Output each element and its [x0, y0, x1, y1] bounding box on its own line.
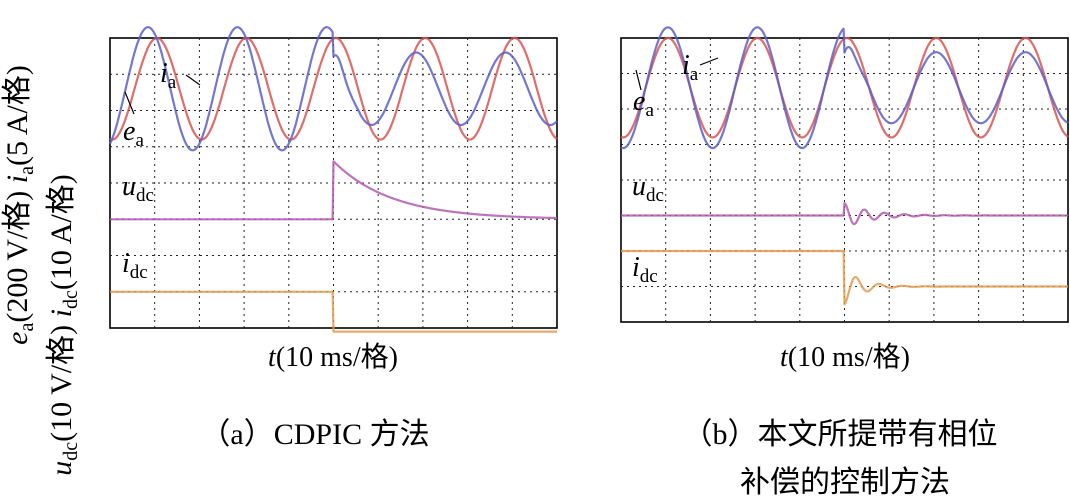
panel-b-ia-leader	[699, 57, 719, 66]
series-idc-line	[620, 249, 1069, 306]
panel-b-traces	[620, 26, 1069, 306]
y-label-lower: udc(10 V/格) idc(10 A/格)	[45, 174, 82, 475]
panel-a-label-idc: idc	[122, 248, 148, 283]
panel-a: ia ea udc idc t(10 ms/格) （a）CDPIC 方法	[109, 26, 558, 451]
panel-b-ea-leader	[635, 69, 642, 91]
panel-a-label-udc: udc	[122, 171, 154, 206]
panel-a-ia-leader	[185, 74, 201, 86]
panel-b-label-ia: ia	[682, 50, 699, 85]
panel-b-label-idc: idc	[632, 252, 658, 287]
panel-a-ea-leader	[124, 91, 135, 115]
panel-a-xlabel: t(10 ms/格)	[268, 341, 398, 373]
panel-a-label-ia: ia	[160, 58, 177, 93]
panel-a-traces	[109, 26, 558, 333]
y-label-upper: ea(200 V/格) ia(5 A/格)	[1, 65, 38, 345]
panel-a-label-ea: ea	[123, 116, 144, 151]
panel-b: ia ea udc idc t(10 ms/格) （b）本文所提带有相位 补偿的…	[620, 26, 1069, 499]
panel-b-caption-line2: 补偿的控制方法	[740, 466, 950, 499]
panel-b-caption-line1: （b）本文所提带有相位	[683, 418, 998, 451]
series-udc-line	[620, 202, 1069, 226]
panel-a-caption: （a）CDPIC 方法	[200, 418, 429, 451]
series-udc-line	[109, 160, 558, 221]
y-axis-labels: ea(200 V/格) ia(5 A/格) udc(10 V/格) idc(10…	[1, 65, 82, 476]
panel-b-label-udc: udc	[632, 171, 664, 206]
series-idc-line	[109, 290, 558, 333]
panel-b-label-ea: ea	[633, 86, 654, 121]
series-ia-line	[620, 26, 1069, 150]
series-ia-line	[109, 26, 558, 152]
panel-b-xlabel: t(10 ms/格)	[780, 341, 910, 373]
